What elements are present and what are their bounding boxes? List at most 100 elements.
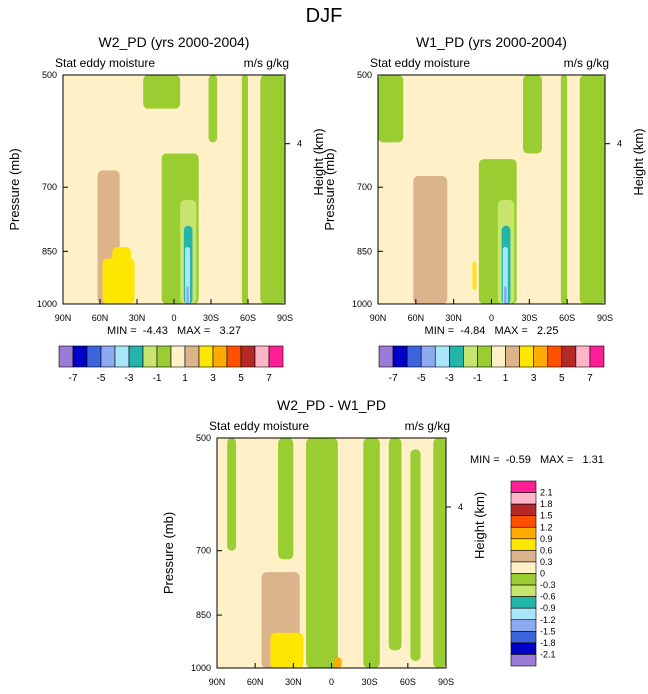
contour-band [227, 438, 237, 551]
colorbar-label: -0.3 [540, 580, 556, 590]
x-tick-label: 90N [55, 313, 72, 323]
colorbar-swatch [510, 607, 537, 621]
contour-band [363, 438, 380, 668]
colorbar-label: -7 [389, 373, 398, 384]
y-axis-title: Pressure (mb) [322, 148, 337, 230]
colorbar: 2.11.81.51.20.90.60.30-0.3-0.6-0.9-1.2-1… [510, 480, 556, 667]
contour-band [186, 286, 189, 304]
colorbar-swatch [198, 345, 214, 368]
y-tick-label: 1000 [37, 299, 57, 309]
colorbar-swatch [561, 345, 577, 368]
panel-3: W2_PD - W1_PD Stat eddy moisture m/s g/kg 5… [161, 397, 604, 687]
contour-band [241, 75, 248, 304]
colorbar-swatch [510, 503, 537, 516]
colorbar-swatch [449, 345, 464, 368]
colorbar-swatch [226, 345, 242, 368]
colorbar-swatch [510, 561, 537, 574]
x-tick-label: 60N [408, 313, 425, 323]
min-max-stats: MIN = -0.59 MAX = 1.31 [470, 454, 604, 466]
colorbar-swatch [505, 345, 520, 368]
height-axis-title: Height (km) [472, 492, 487, 559]
colorbar-swatch [128, 345, 144, 368]
colorbar-swatch [72, 345, 88, 368]
x-tick-label: 90S [277, 313, 293, 323]
colorbar-swatch [240, 345, 256, 368]
y-tick-label: 850 [196, 610, 211, 620]
contour-band [413, 175, 448, 304]
right-string: m/s g/kg [405, 419, 450, 433]
y-tick-label: 700 [196, 546, 211, 556]
contour-band [270, 632, 304, 668]
y-tick-label: 850 [42, 246, 57, 256]
height-tick-label: 4 [617, 139, 622, 149]
x-tick-label: 60N [92, 313, 109, 323]
colorbar-label: 1.8 [540, 499, 553, 509]
colorbar-swatch [58, 345, 74, 368]
colorbar-label: 0.6 [540, 545, 553, 555]
y-tick-label: 500 [196, 433, 211, 443]
height-tick-label: 4 [458, 502, 463, 512]
y-tick-label: 700 [357, 182, 372, 192]
right-string: m/s g/kg [244, 56, 289, 70]
contour-band [378, 75, 404, 143]
colorbar-swatch [491, 345, 506, 368]
x-tick-label: 30S [203, 313, 219, 323]
colorbar-swatch [510, 538, 537, 551]
x-tick-label: 30S [362, 677, 378, 687]
colorbar-swatch [212, 345, 228, 368]
colorbar-swatch [510, 654, 537, 667]
contour-band [504, 286, 507, 304]
colorbar-swatch [170, 345, 186, 368]
colorbar-label: -1 [473, 373, 482, 384]
colorbar-swatch [100, 345, 116, 368]
x-tick-label: 0 [489, 313, 494, 323]
colorbar-label: 1.2 [540, 522, 553, 532]
contour-band [472, 261, 477, 290]
colorbar-swatch [392, 345, 408, 368]
contour-band [579, 75, 605, 304]
colorbar-swatch [142, 345, 158, 368]
x-tick-label: 30N [129, 313, 146, 323]
colorbar-swatch [510, 480, 537, 493]
colorbar-swatch [184, 345, 200, 368]
colorbar-label: -5 [417, 373, 426, 384]
colorbar-swatch [156, 345, 172, 368]
colorbar-label: 0.9 [540, 534, 553, 544]
figure-title: DJF [306, 5, 343, 27]
contour-band [560, 75, 568, 304]
colorbar-swatch [547, 345, 563, 368]
contour-band [523, 75, 542, 154]
colorbar-swatch [434, 345, 450, 368]
colorbar-label: -0.6 [540, 592, 556, 602]
contour-band [334, 657, 342, 668]
colorbar-label: 0.3 [540, 557, 553, 567]
x-tick-label: 30N [445, 313, 462, 323]
colorbar-label: 1 [182, 373, 188, 384]
colorbar-label: -2.1 [540, 649, 556, 659]
colorbar-label: 0 [540, 569, 545, 579]
height-tick-label: 4 [297, 139, 302, 149]
colorbar-label: -0.9 [540, 603, 556, 613]
min-max-stats: MIN = -4.84 MAX = 2.25 [425, 325, 559, 337]
colorbar-swatch [510, 642, 537, 655]
x-tick-label: 90N [209, 677, 226, 687]
colorbar-swatch [510, 515, 537, 528]
x-tick-label: 30S [521, 313, 537, 323]
colorbar-swatch [510, 619, 537, 632]
colorbar-label: 5 [559, 373, 565, 384]
x-tick-label: 60S [400, 677, 416, 687]
x-tick-label: 0 [329, 677, 334, 687]
x-tick-label: 90S [597, 313, 613, 323]
colorbar-label: 5 [238, 373, 244, 384]
left-string: Stat eddy moisture [55, 56, 155, 70]
panel-title: W2_PD (yrs 2000-2004) [99, 34, 250, 50]
panel-title: W1_PD (yrs 2000-2004) [416, 34, 567, 50]
contour-band [208, 75, 218, 143]
contour-band [410, 449, 421, 661]
left-string: Stat eddy moisture [209, 419, 309, 433]
y-axis-title: Pressure (mb) [7, 148, 22, 230]
y-tick-label: 1000 [191, 663, 211, 673]
colorbar-label: 3 [531, 373, 537, 384]
y-tick-label: 500 [42, 70, 57, 80]
colorbar-swatch [575, 345, 591, 368]
